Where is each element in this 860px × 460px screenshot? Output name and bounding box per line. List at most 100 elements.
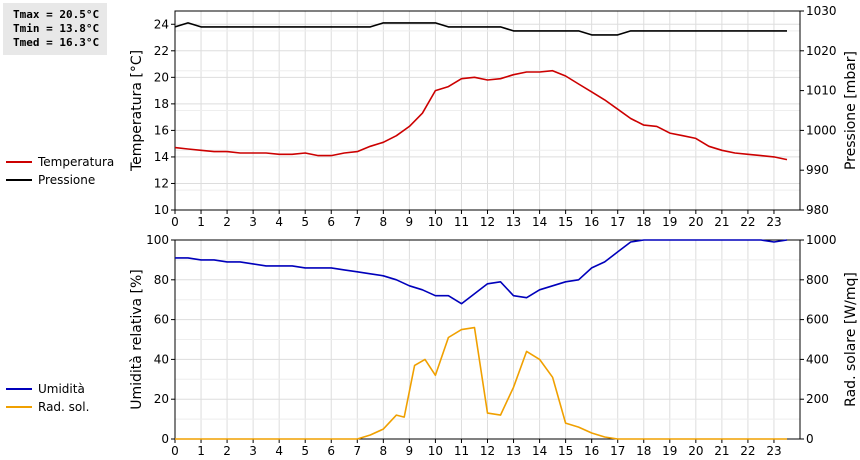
chart1-y2-tick-label: 1020 <box>806 44 837 58</box>
tmin-label: Tmin = 13.8°C <box>13 22 100 35</box>
chart2-y-tick-label: 20 <box>154 392 169 406</box>
chart2-y2-tick-label: 200 <box>806 392 829 406</box>
chart2-x-tick-label: 22 <box>740 444 755 458</box>
legend-swatch-umidita <box>6 388 32 390</box>
chart1-x-tick-label: 8 <box>380 215 388 229</box>
chart1-y-tick-label: 20 <box>154 70 169 84</box>
chart1-y2-tick-label: 1030 <box>806 4 837 18</box>
chart1-y2-axis-title: Pressione [mbar] <box>843 51 859 170</box>
chart1-x-tick-label: 14 <box>532 215 547 229</box>
legend-item-rad-sol: Rad. sol. <box>6 398 89 416</box>
chart1-series-pressione <box>174 22 787 36</box>
chart2-y2-tick-label: 800 <box>806 273 829 287</box>
chart2-y2-axis-title: Rad. solare [W/mq] <box>843 272 859 407</box>
chart1-x-tick-label: 15 <box>558 215 573 229</box>
chart2-x-tick-label: 18 <box>636 444 651 458</box>
chart1-x-tick-label: 23 <box>766 215 781 229</box>
chart1-x-tick-label: 10 <box>428 215 443 229</box>
chart1-y-tick-label: 14 <box>154 150 169 164</box>
chart2-x-tick-label: 14 <box>532 444 547 458</box>
chart2-x-tick-label: 19 <box>662 444 677 458</box>
chart2-y-tick-label: 100 <box>146 233 169 247</box>
chart1-x-tick-label: 4 <box>275 215 283 229</box>
chart2-series-umidit <box>175 239 788 305</box>
chart1-x-tick-label: 6 <box>327 215 335 229</box>
legend-swatch-rad-sol <box>6 406 32 408</box>
chart2-x-tick-label: 2 <box>223 444 231 458</box>
chart1-x-tick-label: 17 <box>610 215 625 229</box>
chart1-x-tick-label: 13 <box>506 215 521 229</box>
chart1-y-tick-label: 16 <box>154 123 169 137</box>
chart2-x-tick-label: 13 <box>506 444 521 458</box>
chart2-y2-tick-label: 1000 <box>806 233 837 247</box>
legend-item-umidita: Umidità <box>6 380 89 398</box>
chart2-x-tick-label: 11 <box>454 444 469 458</box>
chart2-x-tick-label: 4 <box>275 444 283 458</box>
chart1-x-tick-label: 3 <box>249 215 257 229</box>
legend-bottom: Umidità Rad. sol. <box>6 380 89 416</box>
chart1-x-tick-label: 11 <box>454 215 469 229</box>
legend-label-temperatura: Temperatura <box>38 155 115 169</box>
chart2-y-tick-label: 40 <box>154 352 169 366</box>
chart1-x-tick-label: 16 <box>584 215 599 229</box>
chart1-y-tick-label: 24 <box>154 17 169 31</box>
chart1-y2-tick-label: 1000 <box>806 123 837 137</box>
chart2-y-tick-label: 0 <box>161 432 169 446</box>
legend-swatch-temperatura <box>6 161 32 163</box>
chart1-y2-tick-label: 980 <box>806 203 829 217</box>
chart1-y-axis-title: Temperatura [°C] <box>129 50 145 172</box>
chart2-series-rad-sol <box>175 326 787 440</box>
chart2-x-tick-label: 15 <box>558 444 573 458</box>
legend-swatch-pressione <box>6 179 32 181</box>
legend-item-pressione: Pressione <box>6 171 114 189</box>
chart2-x-tick-label: 16 <box>584 444 599 458</box>
chart2-x-tick-label: 12 <box>480 444 495 458</box>
chart2-y2-tick-label: 0 <box>806 432 814 446</box>
legend-label-umidita: Umidità <box>38 382 85 396</box>
chart2-x-tick-label: 17 <box>610 444 625 458</box>
chart2-y-tick-label: 80 <box>154 273 169 287</box>
chart1-y-tick-label: 10 <box>154 203 169 217</box>
chart1-x-tick-label: 12 <box>480 215 495 229</box>
chart2-x-tick-label: 1 <box>197 444 205 458</box>
chart1-series-temperatura <box>174 69 788 161</box>
chart2-x-tick-label: 21 <box>714 444 729 458</box>
chart2-x-tick-label: 0 <box>171 444 179 458</box>
chart2-x-tick-label: 7 <box>353 444 361 458</box>
legend-top: Temperatura Pressione <box>6 153 114 189</box>
legend-label-pressione: Pressione <box>38 173 96 187</box>
chart2-y2-tick-label: 400 <box>806 352 829 366</box>
tmed-label: Tmed = 16.3°C <box>13 36 100 49</box>
chart2-y2-tick-label: 600 <box>806 313 829 327</box>
chart1-x-tick-label: 1 <box>197 215 205 229</box>
chart1-x-tick-label: 22 <box>740 215 755 229</box>
chart1-x-tick-label: 9 <box>406 215 414 229</box>
chart1-x-tick-label: 21 <box>714 215 729 229</box>
chart1-x-tick-label: 5 <box>301 215 309 229</box>
chart2-x-tick-label: 5 <box>301 444 309 458</box>
tmax-label: Tmax = 20.5°C <box>13 8 100 21</box>
chart1-x-tick-label: 18 <box>636 215 651 229</box>
chart2-x-tick-label: 23 <box>766 444 781 458</box>
stats-box: Tmax = 20.5°C Tmin = 13.8°C Tmed = 16.3°… <box>3 3 107 55</box>
chart2-y-axis-title: Umidità relativa [%] <box>129 269 145 410</box>
chart2-x-tick-label: 3 <box>249 444 257 458</box>
chart1-y-tick-label: 12 <box>154 176 169 190</box>
chart1-y2-tick-label: 1010 <box>806 84 837 98</box>
legend-label-rad-sol: Rad. sol. <box>38 400 90 414</box>
chart1-x-tick-label: 20 <box>688 215 703 229</box>
chart2-x-tick-label: 8 <box>380 444 388 458</box>
chart2-x-tick-label: 10 <box>428 444 443 458</box>
chart1-x-tick-label: 7 <box>353 215 361 229</box>
chart1-x-tick-label: 0 <box>171 215 179 229</box>
chart2-y-tick-label: 60 <box>154 313 169 327</box>
chart2-x-tick-label: 6 <box>327 444 335 458</box>
chart2-x-tick-label: 9 <box>406 444 414 458</box>
chart2-x-tick-label: 20 <box>688 444 703 458</box>
chart1-x-tick-label: 2 <box>223 215 231 229</box>
legend-item-temperatura: Temperatura <box>6 153 114 171</box>
chart1-x-tick-label: 19 <box>662 215 677 229</box>
chart1-y-tick-label: 22 <box>154 44 169 58</box>
chart1-y-tick-label: 18 <box>154 97 169 111</box>
chart1-y2-tick-label: 990 <box>806 163 829 177</box>
